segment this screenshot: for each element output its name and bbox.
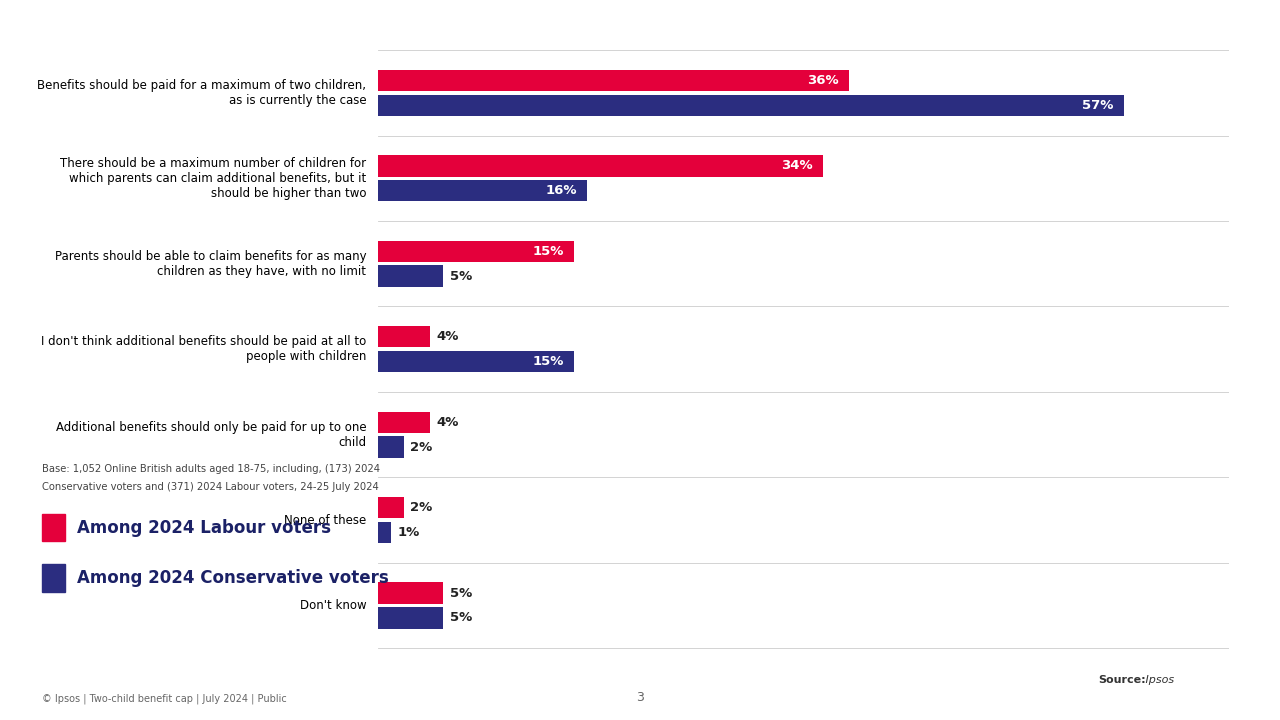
Text: Conservative voters and (371) 2024 Labour voters, 24-25 July 2024: Conservative voters and (371) 2024 Labou…: [42, 482, 379, 492]
Text: system: By 2024 party: system: By 2024 party: [36, 172, 284, 191]
Text: 5%: 5%: [449, 270, 472, 283]
Text: Which of the following, if any, would be your: Which of the following, if any, would be…: [36, 613, 280, 623]
Text: ipsos: ipsos: [1212, 658, 1261, 677]
Text: 4%: 4%: [436, 330, 460, 343]
Bar: [378, 326, 430, 348]
Text: 57%: 57%: [1082, 99, 1114, 112]
Bar: [378, 266, 443, 287]
Text: © Ipsos | Two-child benefit cap | July 2024 | Public: © Ipsos | Two-child benefit cap | July 2…: [42, 693, 287, 704]
Text: Source:: Source:: [1098, 675, 1146, 685]
Text: Among 2024 Conservative voters: Among 2024 Conservative voters: [77, 569, 389, 588]
Bar: [378, 607, 443, 629]
Text: amount for their children. Since 6 April 2017: amount for their children. Since 6 April…: [36, 388, 280, 398]
Text: Base: 1,052 Online British adults aged 18-75, including, (173) 2024: Base: 1,052 Online British adults aged 1…: [42, 464, 380, 474]
Text: 2%: 2%: [411, 501, 433, 514]
Bar: [378, 582, 443, 604]
Text: As you may know, parents who claim in-work: As you may know, parents who claim in-wo…: [36, 313, 283, 323]
Text: the number of children which an additional: the number of children which an addition…: [36, 426, 271, 436]
Bar: [378, 240, 573, 262]
Text: 3: 3: [636, 691, 644, 704]
Text: 5%: 5%: [449, 611, 472, 624]
Text: current benefit: current benefit: [36, 120, 204, 139]
Text: 1%: 1%: [397, 526, 420, 539]
Text: 15%: 15%: [532, 245, 563, 258]
Text: 15%: 15%: [532, 355, 563, 368]
Bar: [378, 94, 1124, 116]
Text: 34%: 34%: [781, 159, 813, 172]
Text: or out-of-work benefits receive an additional: or out-of-work benefits receive an addit…: [36, 351, 279, 361]
Text: system:: system:: [36, 172, 129, 191]
Text: 4%: 4%: [436, 415, 460, 428]
Text: 5%: 5%: [449, 587, 472, 600]
Bar: [378, 522, 390, 543]
Text: preferred policy for the government providing: preferred policy for the government prov…: [36, 650, 288, 660]
Text: additional benefits for those with children?: additional benefits for those with child…: [36, 688, 270, 698]
Bar: [378, 497, 403, 518]
Text: 16%: 16%: [545, 184, 577, 197]
Bar: [378, 180, 588, 202]
Bar: [378, 436, 403, 458]
Text: Credit and Child Tax Credit.: Credit and Child Tax Credit.: [36, 538, 186, 548]
Text: Among 2024 Labour voters: Among 2024 Labour voters: [77, 518, 330, 537]
Text: amount can be claimed for has been capped at: amount can be claimed for has been cappe…: [36, 463, 296, 473]
Bar: [378, 70, 849, 91]
Text: two children for people claiming Universal: two children for people claiming Univers…: [36, 500, 266, 510]
Text: Ipsos: Ipsos: [1142, 675, 1174, 685]
Bar: [378, 412, 430, 433]
Text: vote: vote: [36, 224, 86, 243]
Bar: [378, 351, 573, 372]
Text: Opinions on the: Opinions on the: [36, 68, 210, 87]
Bar: [378, 156, 823, 176]
Text: 36%: 36%: [806, 74, 838, 87]
Text: 2%: 2%: [411, 441, 433, 454]
